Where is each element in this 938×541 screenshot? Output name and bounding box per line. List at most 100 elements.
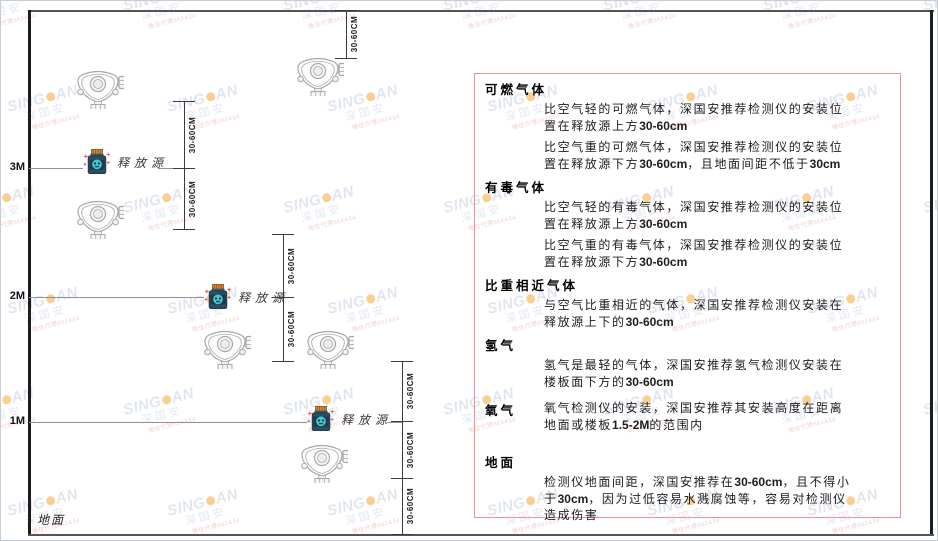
logo-dot-icon [160, 394, 172, 406]
height-marker-1m: 1M [9, 415, 25, 427]
height-line-2m [29, 297, 204, 298]
dimension-label: 30-60CM [406, 487, 415, 525]
connector-line-3m [158, 168, 184, 169]
watermark-sub: 微信代理661434 [147, 416, 197, 435]
logo-dot-icon [364, 91, 376, 103]
dimension-tick [272, 297, 294, 298]
dimension-line: 30-60CM 30-60CM [272, 234, 296, 362]
panel-section-2: 有毒气体比空气轻的有毒气体，深国安推荐检测仪的安装位置在释放源上方30-60cm… [485, 177, 880, 270]
connector-line-1m [387, 422, 402, 423]
panel-section-5: 氧气 氧气检测仪的安装，深国安推荐其安装高度在距离地面或楼板1.5-2M的范围内 [485, 395, 880, 438]
logo-dot-icon [1, 192, 12, 204]
release-source-icon [204, 284, 232, 310]
gas-detector [294, 54, 349, 99]
dimension-tick [391, 534, 413, 535]
watermark-sub: 微信代理661434 [191, 113, 241, 132]
logo-dot-icon [44, 495, 56, 507]
watermark-cn: 深国安 [184, 506, 228, 528]
ground-label: 地面 [37, 513, 66, 527]
logo-dot-icon [320, 192, 332, 204]
release-source-icon [307, 406, 335, 432]
left-wall [28, 10, 31, 536]
gas-detector-icon [301, 444, 353, 486]
logo-dot-icon [44, 293, 56, 305]
dimension-label: 30-60CM [406, 431, 415, 468]
dimension-line: 30-60CM 30-60CM 30-60CM [391, 361, 415, 535]
dimension-label: 30-60CM [188, 180, 197, 217]
section-title: 地面 [485, 456, 517, 470]
section-paragraph: 氧气检测仪的安装，深国安推荐其安装高度在距离地面或楼板1.5-2M的范围内 [544, 401, 844, 432]
dimension-label: 30-60CM [287, 247, 296, 284]
panel-section-6: 地面检测仪地面间距，深国安推荐在30-60cm，且不得小于30cm，因为过低容易… [485, 452, 880, 524]
watermark-sub: 微信代理661434 [147, 12, 197, 31]
watermark-cn: 深国安 [24, 304, 68, 326]
guideline-panel: 可燃气体 比空气轻的可燃气体，深国安推荐检测仪的安装位置在释放源上方30-60cm… [474, 73, 901, 522]
logo-dot-icon [44, 91, 56, 103]
panel-section-4: 氢气 氢气是最轻的气体，深国安推荐氢气检测仪安装在楼板面下方的30-60cm [485, 335, 880, 390]
dimension-label: 30-60CM [287, 310, 296, 348]
logo-dot-icon [160, 192, 172, 204]
watermark-sub: 微信代理661434 [787, 12, 837, 31]
watermark-cn: 深国安 [344, 304, 388, 326]
logo-dot-icon [480, 1, 492, 2]
logo-dot-icon [320, 1, 332, 2]
gas-detector-icon [77, 70, 129, 112]
logo-dot-icon [204, 495, 216, 507]
dimension-label: 30-60CM [188, 116, 197, 153]
section-title: 有毒气体 [485, 181, 548, 195]
height-line-1m [29, 422, 307, 423]
watermark-sub: 微信代理661434 [351, 315, 401, 334]
gas-detector-icon [77, 200, 129, 242]
watermark-sub: 微信代理661434 [191, 517, 241, 536]
dimension-tick [272, 361, 294, 362]
gas-detector [74, 67, 129, 112]
dimension-tick [335, 10, 357, 11]
dimension-line: 30-60CM 30-60CM [173, 101, 197, 230]
height-line-3m [29, 168, 83, 169]
dimension-tick [391, 421, 413, 422]
watermark-cn: 深国安 [140, 405, 184, 427]
dimension-tick [335, 58, 357, 59]
section-paragraph: 与空气比重相近的气体，深国安推荐检测仪安装在释放源上下的30-60cm [544, 298, 844, 329]
watermark-sub: 微信代理661434 [467, 12, 517, 31]
logo-dot-icon [1, 394, 12, 406]
logo-dot-icon [204, 91, 216, 103]
gas-detector [304, 327, 359, 372]
dimension-label: 30-60CM [406, 372, 415, 410]
release-source-icon [83, 149, 111, 175]
release-source-label: 释放源 [341, 413, 393, 427]
dimension-tick [272, 234, 294, 235]
release-source-1m: 释放源 [307, 404, 427, 434]
section-paragraph: 检测仪地面间距，深国安推荐在30-60cm，且不得小于30cm，因为过低容易水溅… [544, 475, 851, 522]
logo-dot-icon [800, 1, 812, 2]
watermark-sub: 微信代理661434 [351, 517, 401, 536]
gas-detector [201, 327, 256, 372]
gas-detector-icon [307, 330, 359, 372]
release-source-label: 释放源 [117, 156, 169, 170]
watermark-sub: 微信代理661434 [31, 315, 81, 334]
logo-dot-icon [160, 1, 172, 2]
dimension-label: 30-60CM [350, 15, 359, 53]
section-paragraph: 比空气轻的有毒气体，深国安推荐检测仪的安装位置在释放源上方30-60cm [544, 200, 844, 231]
section-paragraph: 比空气重的有毒气体，深国安推荐检测仪的安装位置在释放源下方30-60cm [544, 238, 844, 269]
watermark-sub: 微信代理661434 [307, 214, 357, 233]
dimension-tick [173, 168, 195, 169]
logo-dot-icon [1, 1, 12, 2]
